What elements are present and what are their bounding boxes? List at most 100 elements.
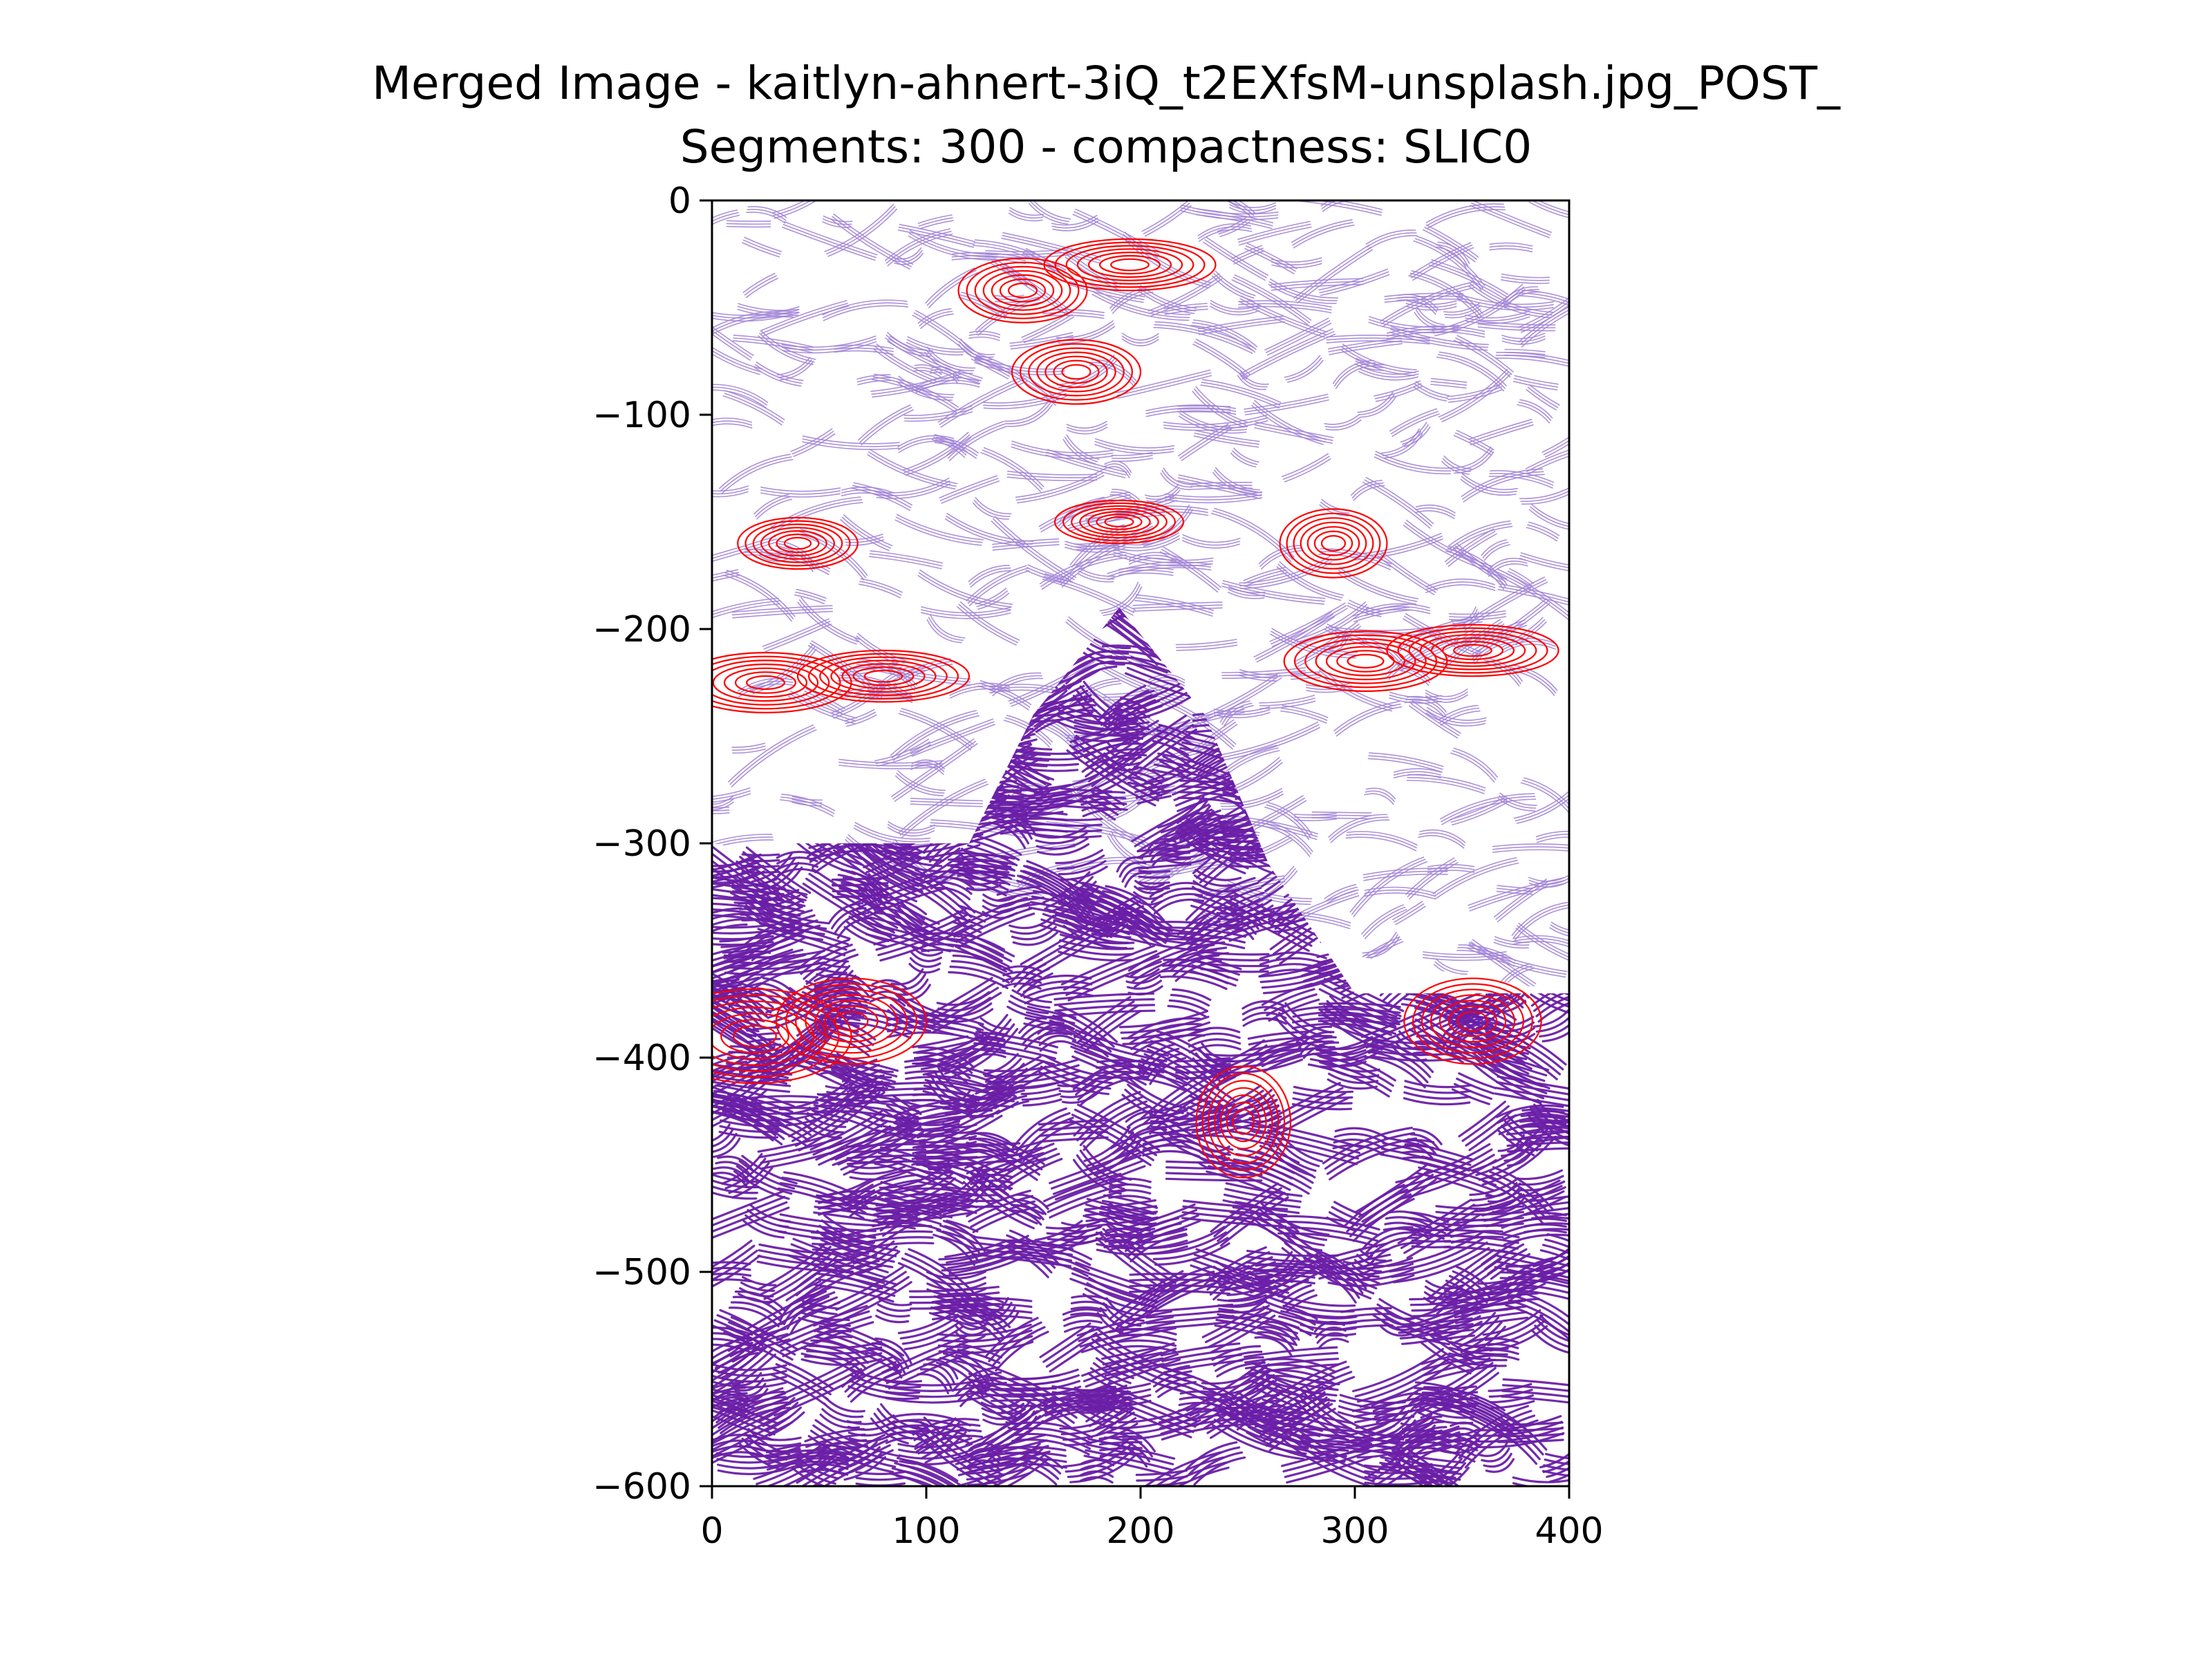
streamline xyxy=(886,1014,984,1043)
streamline xyxy=(1512,1474,1569,1486)
streamline xyxy=(1527,1106,1569,1134)
streamline xyxy=(910,1087,980,1119)
streamline xyxy=(1485,1182,1525,1214)
streamline xyxy=(1158,1406,1259,1441)
streamline xyxy=(804,1339,869,1380)
streamline xyxy=(965,1132,1015,1164)
streamline xyxy=(1340,1306,1394,1331)
streamline xyxy=(712,1381,750,1418)
streamline xyxy=(1080,1459,1115,1484)
streamline xyxy=(758,330,816,366)
streamline xyxy=(1362,1226,1421,1266)
streamline xyxy=(1318,1002,1401,1026)
streamline xyxy=(751,852,803,897)
highlight-streamline xyxy=(783,536,812,550)
streamline xyxy=(859,578,903,599)
streamline xyxy=(1055,849,1108,881)
streamline xyxy=(912,364,943,378)
streamline xyxy=(1033,757,1133,811)
streamline xyxy=(1102,460,1132,479)
streamline xyxy=(1221,667,1306,679)
streamline xyxy=(1224,744,1280,775)
highlight-streamline xyxy=(1062,502,1176,542)
streamline xyxy=(920,847,971,890)
streamline xyxy=(1445,1265,1495,1309)
streamline xyxy=(836,876,890,911)
streamline xyxy=(1069,1261,1163,1309)
streamline xyxy=(1149,881,1205,915)
streamline xyxy=(892,1116,961,1144)
streamline xyxy=(1468,939,1537,989)
streamline xyxy=(1525,440,1569,475)
x-tick-label: 400 xyxy=(1535,1510,1603,1552)
streamline xyxy=(712,1239,761,1304)
streamline xyxy=(1478,1442,1515,1473)
streamline xyxy=(1006,471,1098,482)
highlight-streamline xyxy=(1397,627,1548,674)
streamline xyxy=(1138,870,1170,890)
streamline xyxy=(1051,214,1099,232)
streamline xyxy=(1259,1393,1336,1452)
streamline xyxy=(1414,307,1445,330)
highlight-streamline xyxy=(852,666,915,686)
streamline xyxy=(754,977,796,1011)
streamline xyxy=(999,812,1069,835)
streamline xyxy=(1038,1054,1115,1096)
streamline xyxy=(1116,369,1212,399)
streamline xyxy=(1000,1446,1064,1485)
streamline xyxy=(896,375,955,401)
streamline xyxy=(777,1171,870,1219)
streamline xyxy=(1099,1194,1159,1226)
streamline xyxy=(1389,408,1440,437)
streamline xyxy=(849,870,948,924)
streamline xyxy=(1042,1385,1118,1414)
highlight-streamline xyxy=(1442,640,1504,661)
highlight-cluster xyxy=(1279,508,1388,579)
streamline xyxy=(1291,1005,1398,1035)
highlight-streamline xyxy=(795,988,908,1054)
streamline xyxy=(1379,1136,1473,1177)
highlight-streamline xyxy=(1096,514,1143,530)
highlight-streamline xyxy=(1036,351,1116,393)
highlight-streamline xyxy=(1403,977,1542,1065)
highlight-streamline xyxy=(1447,1005,1498,1038)
chart-title-line-2: Segments: 300 - compactness: SLIC0 xyxy=(679,120,1533,174)
streamline xyxy=(1264,802,1313,841)
streamline xyxy=(1168,944,1222,982)
streamline xyxy=(1431,1317,1475,1342)
streamline xyxy=(1276,561,1344,601)
streamline xyxy=(1217,1294,1268,1320)
streamline xyxy=(1058,933,1135,962)
streamline xyxy=(925,267,979,308)
streamline xyxy=(1284,355,1324,383)
streamline xyxy=(797,939,859,985)
streamline xyxy=(746,1026,782,1049)
highlight-streamline xyxy=(1313,530,1353,556)
streamline xyxy=(1468,877,1566,912)
streamline xyxy=(712,959,767,1031)
streamline xyxy=(1147,1030,1228,1089)
streamline xyxy=(712,1190,790,1246)
streamline xyxy=(1074,995,1142,1053)
highlight-streamline xyxy=(966,261,1080,319)
streamline xyxy=(1231,274,1312,326)
streamline xyxy=(917,1099,1003,1154)
streamline xyxy=(712,310,794,338)
streamline xyxy=(1253,1145,1300,1180)
streamline xyxy=(1029,200,1071,225)
streamline xyxy=(1062,878,1161,946)
streamline xyxy=(745,889,801,932)
streamline xyxy=(1083,1126,1141,1177)
y-tick-label: −100 xyxy=(592,395,691,436)
streamline xyxy=(1133,778,1172,805)
streamline xyxy=(1397,1199,1481,1259)
streamline xyxy=(1414,990,1497,1027)
streamline xyxy=(721,1153,774,1199)
streamline xyxy=(1526,521,1560,542)
streamline xyxy=(781,335,877,354)
highlight-streamline xyxy=(982,270,1063,311)
streamline xyxy=(1104,1202,1159,1237)
streamline xyxy=(868,550,943,570)
streamline xyxy=(1241,1000,1287,1027)
